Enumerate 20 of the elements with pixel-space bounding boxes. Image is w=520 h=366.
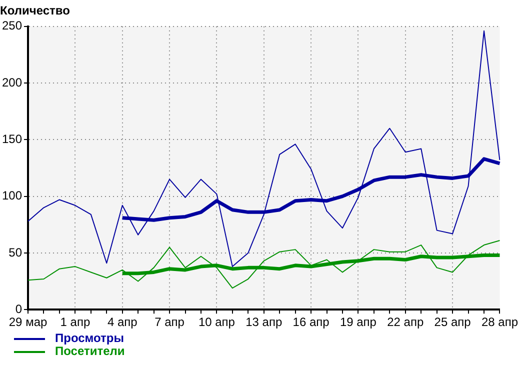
x-tick-label: 4 апр xyxy=(107,315,138,330)
x-tick-label: 13 апр xyxy=(246,315,282,330)
y-tick-label: 100 xyxy=(2,188,22,203)
y-tick-label: 50 xyxy=(8,245,22,260)
x-tick-label: 1 апр xyxy=(60,315,90,330)
y-tick-label: 150 xyxy=(2,132,22,146)
chart-title: Количество xyxy=(0,4,70,18)
legend-label: Посетители xyxy=(55,344,125,358)
x-tick-label: 7 апр xyxy=(154,315,185,330)
x-tick-label: 10 апр xyxy=(198,315,236,330)
x-tick-label: 19 апр xyxy=(340,315,377,330)
x-tick-label: 28 апр xyxy=(481,315,518,330)
y-tick-label: 0 xyxy=(15,302,22,316)
legend-label: Просмотры xyxy=(55,331,124,345)
x-tick-label: 16 апр xyxy=(292,315,330,330)
x-tick-label: 29 мар xyxy=(8,315,48,330)
y-tick-label: 250 xyxy=(2,18,22,33)
x-tick-label: 22 апр xyxy=(387,315,424,330)
x-tick-label: 25 апр xyxy=(434,315,472,330)
y-tick-label: 200 xyxy=(2,75,22,90)
